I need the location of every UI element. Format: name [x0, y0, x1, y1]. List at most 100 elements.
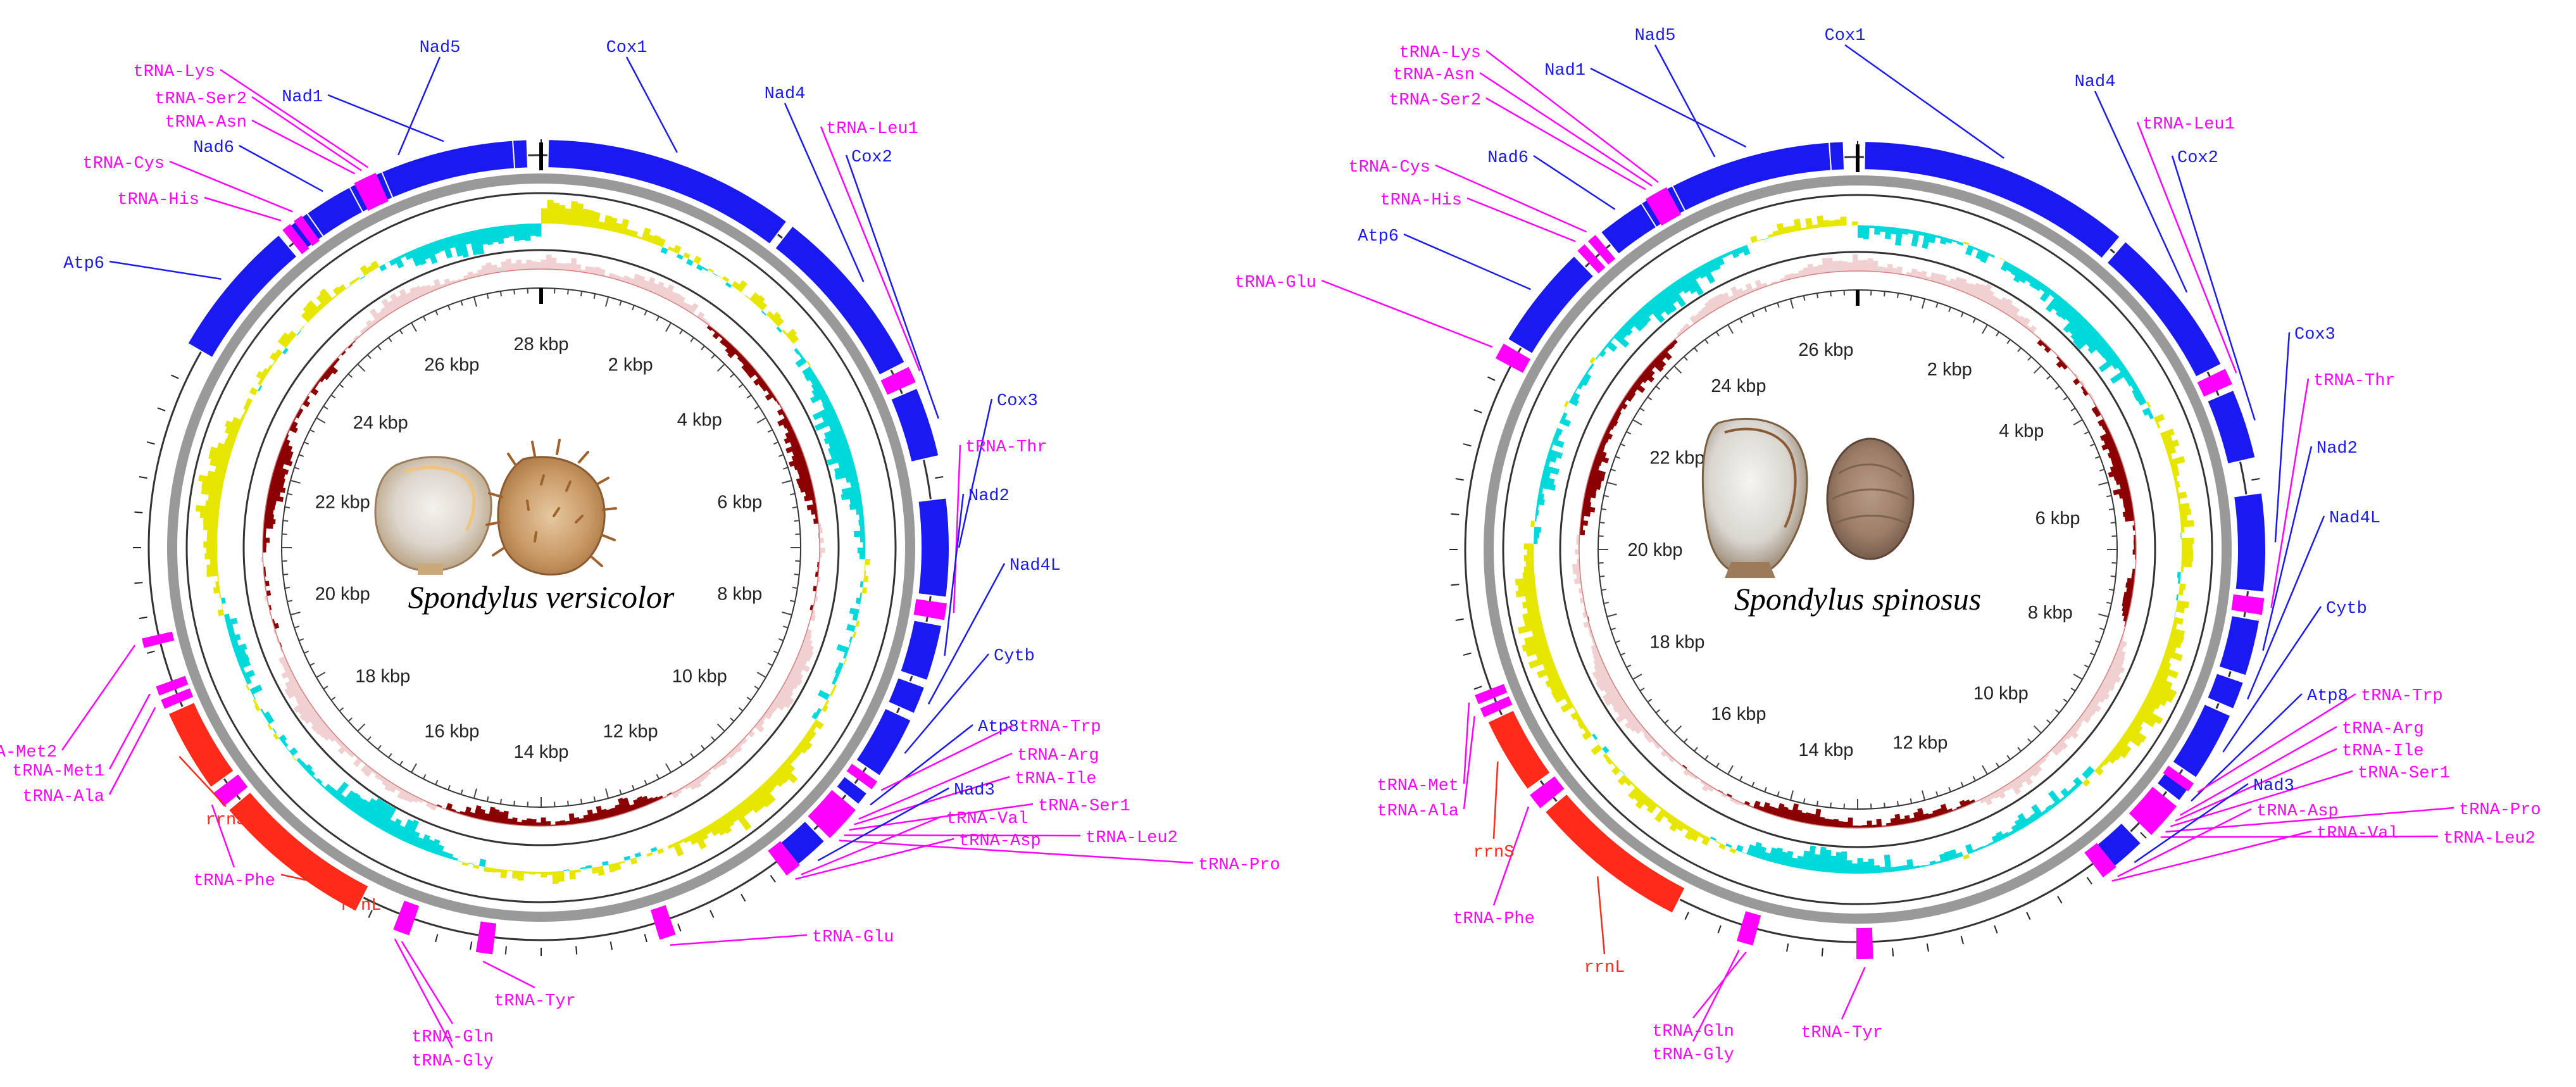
gc-bar [2177, 498, 2181, 505]
skew-bar [1591, 635, 1594, 641]
scale-tick [1647, 396, 1653, 401]
skew-bar [1597, 444, 1605, 452]
gene-label-trna-met: tRNA-Met [1377, 777, 1459, 796]
gc-bar [1644, 797, 1654, 808]
gene-label-trna-trp: tRNA-Trp [1019, 718, 1101, 737]
scale-tick [1647, 698, 1653, 703]
skew-bar [589, 267, 596, 275]
gc-bar [435, 844, 444, 856]
scale-tick [756, 672, 766, 678]
gc-bar [2177, 491, 2187, 500]
skew-bar [410, 287, 420, 299]
gc-bar [712, 272, 718, 277]
skew-bar [575, 264, 582, 272]
gene-block-trna-met1 [156, 675, 189, 696]
gene-label-cox1: Cox1 [606, 39, 647, 58]
gc-bar [1929, 860, 1936, 865]
scale-tick [656, 774, 660, 779]
gc-bar [206, 547, 218, 554]
scale-tick [754, 686, 760, 690]
gene-block-rrnl [227, 791, 370, 913]
gc-bar [2148, 686, 2174, 703]
skew-bar [2017, 774, 2026, 784]
scale-tick [1601, 588, 1607, 591]
gc-bar [267, 724, 273, 731]
skew-bar [2125, 582, 2134, 589]
gc-bar [1783, 226, 1791, 234]
gene-label-trna-gln: tRNA-Gln [1652, 1022, 1734, 1041]
gene-leader-line [853, 776, 1010, 826]
gc-bar [1624, 320, 1635, 330]
scale-tick [1803, 295, 1806, 301]
gc-bar [217, 609, 225, 617]
gc-bar [692, 831, 707, 850]
skew-bar [1979, 284, 1992, 302]
outer-tick [644, 934, 647, 943]
skew-bar [327, 365, 339, 375]
scale-tick [330, 394, 336, 399]
gc-bar [688, 834, 698, 845]
gc-bar [209, 458, 228, 470]
skew-bar [801, 643, 814, 652]
gc-bar [613, 862, 622, 871]
gc-bar [468, 862, 474, 865]
gc-bar [366, 265, 375, 273]
gene-label-nad5: Nad5 [1635, 27, 1676, 46]
skew-bar [806, 629, 813, 636]
skew-bar [2133, 539, 2136, 545]
skew-bar [1937, 808, 1944, 816]
outer-tick [2057, 895, 2063, 904]
skew-bar [1700, 780, 1706, 786]
gc-bar [311, 775, 318, 781]
gc-bar [2123, 373, 2133, 382]
gc-bar [1978, 846, 1985, 850]
gc-bar [2123, 731, 2142, 747]
gene-label-trna-tyr: tRNA-Tyr [1801, 1024, 1883, 1043]
outer-tick [171, 374, 179, 379]
gc-bar [1884, 226, 1892, 239]
scale-tick [619, 300, 622, 306]
gene-label-trna-glu: tRNA-Glu [812, 928, 894, 947]
gc-bar [834, 672, 840, 680]
skew-bar [315, 722, 328, 735]
scale-tick [298, 638, 304, 641]
gc-bar [224, 613, 230, 621]
gc-bar [1913, 865, 1920, 869]
skew-bar [377, 310, 386, 320]
scale-tick [287, 493, 292, 496]
gc-bar [394, 256, 404, 269]
skew-bar [1852, 825, 1858, 828]
gc-bar [1546, 670, 1560, 681]
gene-block-trna-cys [294, 215, 320, 246]
scale-tick [357, 363, 366, 372]
gc-bar [1561, 412, 1568, 420]
scale-tick [2094, 640, 2101, 643]
gc-bar [702, 267, 709, 272]
skew-bar [658, 286, 668, 298]
skew-bar [789, 669, 803, 681]
skew-bar [1595, 671, 1610, 682]
gc-bar [1551, 438, 1565, 448]
gc-bar [2034, 280, 2044, 292]
gc-bar [758, 301, 768, 311]
gc-bar [552, 203, 560, 224]
gc-bar [1527, 549, 1534, 556]
skew-bar [1762, 801, 1770, 814]
scale-tick [1704, 339, 1709, 344]
gc-bar [2087, 337, 2106, 354]
gc-bar [1818, 846, 1827, 872]
scale-tick [767, 429, 773, 433]
skew-bar [797, 651, 811, 662]
gene-label-trna-met1: tRNA-Met1 [12, 762, 104, 781]
skew-bar [779, 687, 794, 698]
skew-bar [477, 269, 484, 277]
gene-leader-line [109, 260, 222, 280]
gc-bar [394, 824, 405, 839]
gc-bar [650, 846, 658, 853]
gc-bar [1980, 251, 1990, 263]
outer-tick [1463, 652, 1472, 656]
scale-tick [1739, 776, 1743, 781]
gene-leader-line [927, 563, 1006, 705]
skew-bar [1593, 658, 1604, 667]
scale-tick [1972, 318, 1977, 324]
